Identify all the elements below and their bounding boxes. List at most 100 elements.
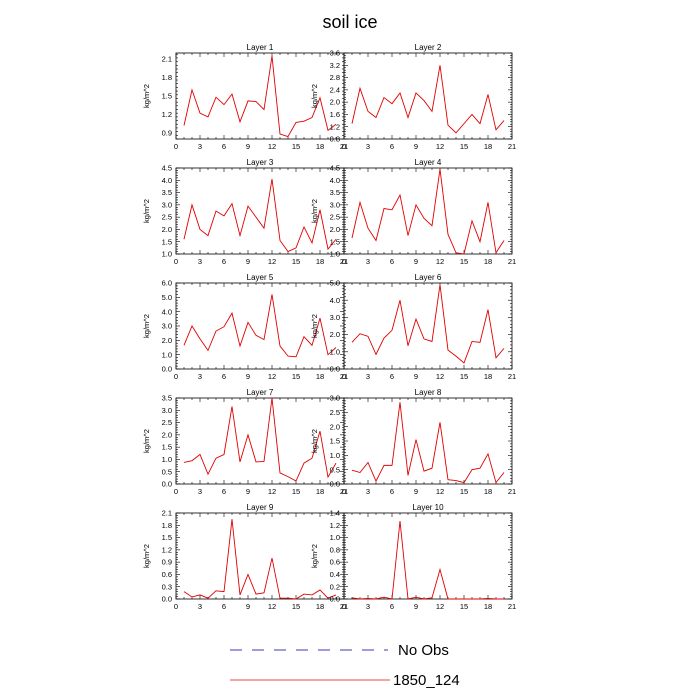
- y-tick-label: 2.1: [162, 55, 172, 64]
- y-tick-label: 0.0: [162, 365, 172, 374]
- panel-layer-7: Layer 7kg/m^20 3 6 9 12 15 18 210.00.51.01.52.0…: [142, 388, 348, 496]
- y-tick-label: 0.8: [330, 545, 340, 554]
- x-tick-label: 0: [174, 487, 178, 496]
- y-tick-label: 2.5: [330, 213, 340, 222]
- x-tick-label: 15: [292, 602, 300, 611]
- y-tick-label: 0.6: [330, 558, 340, 567]
- x-tick-label: 21: [340, 142, 348, 151]
- x-tick-label: 21: [340, 602, 348, 611]
- y-tick-label: 1.5: [162, 533, 172, 542]
- x-tick-label: 21: [508, 487, 516, 496]
- series-line-1850-124: [183, 56, 337, 138]
- y-tick-label: 6.0: [162, 279, 172, 288]
- y-tick-label: 1.2: [162, 545, 172, 554]
- y-tick-label: 2.0: [162, 336, 172, 345]
- x-tick-label: 6: [390, 257, 394, 266]
- x-tick-label: 3: [198, 602, 202, 611]
- panel-layer-8: Layer 8kg/m^20 3 6 9 12 15 18 210.00.51.01.52.0…: [310, 388, 516, 496]
- y-tick-label: 3.0: [162, 406, 172, 415]
- x-tick-label: 12: [268, 142, 276, 151]
- y-tick-label: 1.6: [330, 110, 340, 119]
- panel-title: Layer 3: [247, 158, 274, 167]
- y-tick-label: 0.5: [162, 467, 172, 476]
- x-tick-label: 6: [222, 257, 226, 266]
- panel-title: Layer 9: [247, 503, 274, 512]
- x-tick-label: 21: [508, 602, 516, 611]
- x-tick-label: 0: [174, 372, 178, 381]
- x-tick-label: 3: [366, 602, 370, 611]
- x-tick-label: 6: [222, 602, 226, 611]
- y-tick-label: 0.0: [330, 480, 340, 489]
- y-tick-label: 1.5: [162, 237, 172, 246]
- x-tick-label: 3: [366, 372, 370, 381]
- y-tick-label: 3.5: [330, 188, 340, 197]
- y-tick-label: 2.1: [162, 509, 172, 518]
- panel-title: Layer 6: [415, 273, 442, 282]
- x-tick-label: 0: [342, 487, 346, 496]
- x-tick-label: 3: [198, 372, 202, 381]
- x-tick-label: 18: [316, 602, 324, 611]
- x-tick-label: 9: [414, 257, 418, 266]
- x-tick-label: 12: [436, 372, 444, 381]
- x-tick-label: 0: [174, 142, 178, 151]
- x-tick-label: 12: [268, 257, 276, 266]
- y-axis-label: kg/m^2: [142, 544, 151, 568]
- y-tick-label: 0.2: [330, 582, 340, 591]
- panel-layer-1: Layer 1 kg/m^2 0 3 6 9 12 15 18 21 0.9 1.2 1.5 1.8 2.1: [142, 43, 348, 151]
- series-line-1850-124: [183, 519, 337, 600]
- panel-title: Layer 8: [415, 388, 442, 397]
- plot-frame: [343, 52, 513, 140]
- x-tick-label: 0: [174, 257, 178, 266]
- y-tick-label: 4.0: [162, 307, 172, 316]
- panel-title: Layer 5: [247, 273, 274, 282]
- x-tick-label: 18: [484, 142, 492, 151]
- x-tick-label: 21: [340, 487, 348, 496]
- x-tick-label: 15: [292, 487, 300, 496]
- x-tick-label: 21: [340, 372, 348, 381]
- plot-frame: [343, 167, 513, 255]
- y-tick-label: 1.0: [162, 250, 172, 259]
- y-tick-label: 1.0: [330, 451, 340, 460]
- y-tick-label: 3.0: [162, 200, 172, 209]
- y-tick-label: 0.0: [330, 365, 340, 374]
- y-tick-label: 0.4: [330, 570, 340, 579]
- plot-frame: [343, 397, 513, 485]
- legend-label-no-obs: No Obs: [398, 642, 449, 659]
- y-axis-label: kg/m^2: [310, 429, 319, 453]
- y-tick-label: 2.4: [330, 85, 340, 94]
- y-tick-label: 1.0: [330, 347, 340, 356]
- x-tick-label: 15: [460, 372, 468, 381]
- y-tick-label: 1.8: [162, 73, 172, 82]
- panel-title: Layer 1: [247, 43, 274, 52]
- y-tick-label: 1.5: [162, 443, 172, 452]
- x-tick-label: 6: [390, 487, 394, 496]
- x-tick-label: 9: [246, 142, 250, 151]
- y-tick-label: 0.8: [330, 135, 340, 144]
- x-tick-label: 6: [222, 487, 226, 496]
- y-axis-label: kg/m^2: [142, 84, 151, 108]
- y-tick-label: 1.5: [162, 92, 172, 101]
- x-tick-label: 9: [414, 602, 418, 611]
- y-tick-label: 1.5: [330, 437, 340, 446]
- y-tick-label: 1.2: [330, 521, 340, 530]
- y-tick-label: 2.5: [162, 213, 172, 222]
- x-tick-label: 6: [390, 372, 394, 381]
- y-tick-label: 0.0: [162, 595, 172, 604]
- y-tick-label: 2.0: [330, 330, 340, 339]
- y-tick-label: 2.0: [330, 225, 340, 234]
- y-tick-label: 2.0: [162, 430, 172, 439]
- series-line-1850-124: [351, 402, 505, 484]
- y-tick-label: 0.9: [162, 128, 172, 137]
- y-axis-label: kg/m^2: [310, 199, 319, 223]
- y-tick-label: 1.8: [162, 521, 172, 530]
- legend: No Obs 1850_124: [230, 642, 460, 689]
- x-tick-label: 9: [246, 257, 250, 266]
- series-line-1850-124: [351, 520, 504, 600]
- x-tick-label: 18: [316, 372, 324, 381]
- y-tick-label: 2.8: [330, 73, 340, 82]
- x-tick-label: 21: [508, 372, 516, 381]
- y-tick-label: 1.4: [330, 509, 340, 518]
- y-axis-label: kg/m^2: [310, 84, 319, 108]
- x-tick-label: 15: [292, 257, 300, 266]
